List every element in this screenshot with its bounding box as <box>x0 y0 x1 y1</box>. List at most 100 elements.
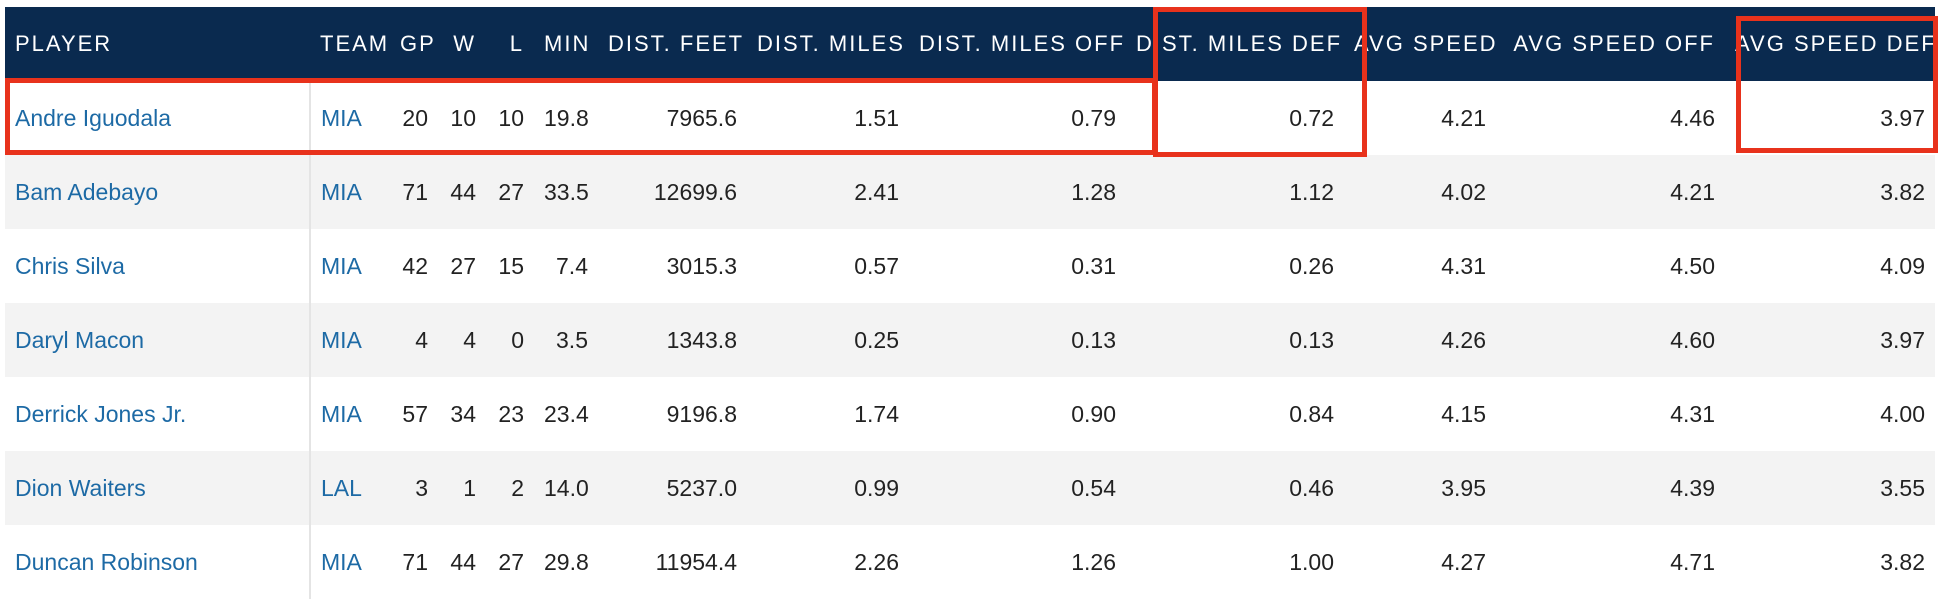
player-link[interactable]: Derrick Jones Jr. <box>15 400 187 427</box>
cell-min: 3.5 <box>534 303 598 377</box>
cell-min: 29.8 <box>534 525 598 599</box>
table-row: Duncan Robinson MIA 71 44 27 29.8 11954.4 2.26 1… <box>5 525 1935 599</box>
cell-avg-speed: 3.95 <box>1344 451 1496 525</box>
cell-team: MIA <box>310 229 390 303</box>
player-link[interactable]: Dion Waiters <box>15 474 146 501</box>
cell-avg-speed-off: 4.39 <box>1496 451 1725 525</box>
cell-avg-speed-off: 4.50 <box>1496 229 1725 303</box>
column-header-team[interactable]: TEAM <box>310 7 390 81</box>
column-header-dist-miles-def[interactable]: DIST. MILES DEF <box>1126 7 1344 81</box>
player-link[interactable]: Chris Silva <box>15 252 125 279</box>
column-header-dist-feet[interactable]: DIST. FEET <box>598 7 747 81</box>
cell-player: Dion Waiters <box>5 451 311 525</box>
column-header-avg-speed-def[interactable]: AVG SPEED DEF <box>1725 7 1935 81</box>
cell-dist-feet: 11954.4 <box>598 525 747 599</box>
cell-avg-speed: 4.31 <box>1344 229 1496 303</box>
column-header-min[interactable]: MIN <box>534 7 598 81</box>
player-link[interactable]: Duncan Robinson <box>15 548 198 575</box>
cell-w: 1 <box>438 451 486 525</box>
column-header-avg-speed-off[interactable]: AVG SPEED OFF <box>1496 7 1725 81</box>
player-link[interactable]: Andre Iguodala <box>15 104 172 131</box>
column-header-player[interactable]: PLAYER <box>5 7 310 81</box>
cell-player: Duncan Robinson <box>5 525 311 599</box>
column-header-w[interactable]: W <box>438 7 486 81</box>
cell-min: 33.5 <box>534 155 598 229</box>
team-link[interactable]: LAL <box>321 474 362 501</box>
cell-team: LAL <box>310 451 390 525</box>
cell-gp: 3 <box>390 451 438 525</box>
cell-dist-feet: 12699.6 <box>598 155 747 229</box>
cell-avg-speed-def: 4.09 <box>1725 229 1935 303</box>
cell-dist-miles-def: 0.84 <box>1126 377 1344 451</box>
cell-w: 44 <box>438 155 486 229</box>
cell-gp: 20 <box>390 81 438 155</box>
cell-player: Derrick Jones Jr. <box>5 377 311 451</box>
cell-l: 2 <box>486 451 534 525</box>
cell-l: 23 <box>486 377 534 451</box>
team-link[interactable]: MIA <box>321 548 362 575</box>
cell-avg-speed-off: 4.60 <box>1496 303 1725 377</box>
cell-player: Daryl Macon <box>5 303 311 377</box>
cell-dist-miles: 2.26 <box>747 525 909 599</box>
cell-dist-miles: 0.25 <box>747 303 909 377</box>
cell-dist-miles-off: 0.31 <box>909 229 1126 303</box>
table-row: Daryl Macon MIA 4 4 0 3.5 1343.8 0.25 0.13 0.13 4.… <box>5 303 1935 377</box>
cell-gp: 42 <box>390 229 438 303</box>
cell-avg-speed: 4.21 <box>1344 81 1496 155</box>
cell-dist-miles-off: 0.90 <box>909 377 1126 451</box>
team-link[interactable]: MIA <box>321 252 362 279</box>
team-link[interactable]: MIA <box>321 104 362 131</box>
cell-player: Andre Iguodala <box>5 81 311 155</box>
cell-dist-miles-def: 0.26 <box>1126 229 1344 303</box>
column-header-dist-miles-off[interactable]: DIST. MILES OFF <box>909 7 1126 81</box>
cell-avg-speed-def: 3.97 <box>1725 81 1935 155</box>
cell-min: 19.8 <box>534 81 598 155</box>
table-row: Chris Silva MIA 42 27 15 7.4 3015.3 0.57 0.31 0.2… <box>5 229 1935 303</box>
cell-avg-speed-def: 3.97 <box>1725 303 1935 377</box>
player-tracking-table: PLAYER TEAM GP W L MIN DIST. FEET DIST. … <box>5 7 1936 599</box>
cell-dist-miles-def: 1.00 <box>1126 525 1344 599</box>
cell-avg-speed-def: 3.55 <box>1725 451 1935 525</box>
cell-gp: 71 <box>390 525 438 599</box>
team-link[interactable]: MIA <box>321 326 362 353</box>
cell-dist-feet: 5237.0 <box>598 451 747 525</box>
player-link[interactable]: Daryl Macon <box>15 326 145 353</box>
cell-dist-miles-off: 0.13 <box>909 303 1126 377</box>
header-row: PLAYER TEAM GP W L MIN DIST. FEET DIST. … <box>5 7 1935 81</box>
cell-team: MIA <box>310 525 390 599</box>
cell-gp: 4 <box>390 303 438 377</box>
cell-w: 34 <box>438 377 486 451</box>
cell-dist-miles-off: 0.54 <box>909 451 1126 525</box>
cell-avg-speed-off: 4.21 <box>1496 155 1725 229</box>
cell-player: Chris Silva <box>5 229 311 303</box>
cell-dist-miles: 0.99 <box>747 451 909 525</box>
cell-avg-speed: 4.26 <box>1344 303 1496 377</box>
column-header-dist-miles[interactable]: DIST. MILES <box>747 7 909 81</box>
cell-dist-feet: 3015.3 <box>598 229 747 303</box>
cell-avg-speed-def: 3.82 <box>1725 155 1935 229</box>
cell-dist-feet: 1343.8 <box>598 303 747 377</box>
cell-w: 10 <box>438 81 486 155</box>
column-header-l[interactable]: L <box>486 7 534 81</box>
team-link[interactable]: MIA <box>321 178 362 205</box>
cell-dist-miles-off: 0.79 <box>909 81 1126 155</box>
cell-dist-miles-def: 1.12 <box>1126 155 1344 229</box>
column-header-avg-speed[interactable]: AVG SPEED <box>1344 7 1496 81</box>
cell-avg-speed-off: 4.46 <box>1496 81 1725 155</box>
cell-w: 4 <box>438 303 486 377</box>
table-body: Andre Iguodala MIA 20 10 10 19.8 7965.6 1.51 0.7… <box>5 81 1935 599</box>
cell-dist-feet: 7965.6 <box>598 81 747 155</box>
cell-avg-speed: 4.27 <box>1344 525 1496 599</box>
cell-l: 27 <box>486 525 534 599</box>
cell-gp: 71 <box>390 155 438 229</box>
player-link[interactable]: Bam Adebayo <box>15 178 159 205</box>
cell-min: 14.0 <box>534 451 598 525</box>
cell-team: MIA <box>310 155 390 229</box>
team-link[interactable]: MIA <box>321 400 362 427</box>
column-header-gp[interactable]: GP <box>390 7 438 81</box>
cell-player: Bam Adebayo <box>5 155 311 229</box>
table-row: Bam Adebayo MIA 71 44 27 33.5 12699.6 2.41 1.28 1… <box>5 155 1935 229</box>
table-row: Andre Iguodala MIA 20 10 10 19.8 7965.6 1.51 0.7… <box>5 81 1935 155</box>
cell-dist-miles: 2.41 <box>747 155 909 229</box>
table-row: Dion Waiters LAL 3 1 2 14.0 5237.0 0.99 0.54 0.46… <box>5 451 1935 525</box>
